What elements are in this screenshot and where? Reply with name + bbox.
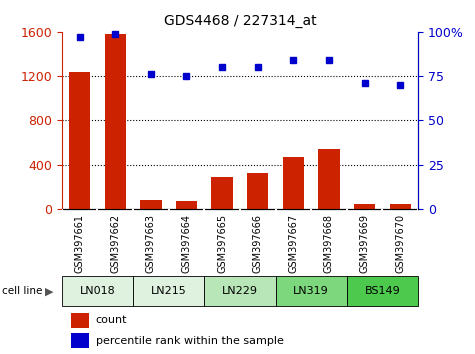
Text: GSM397670: GSM397670	[395, 214, 405, 273]
FancyBboxPatch shape	[204, 276, 276, 306]
Title: GDS4468 / 227314_at: GDS4468 / 227314_at	[163, 14, 316, 28]
FancyBboxPatch shape	[347, 276, 418, 306]
Bar	[247, 173, 268, 209]
Bar	[176, 201, 197, 209]
FancyBboxPatch shape	[276, 276, 347, 306]
Text: GSM397665: GSM397665	[217, 214, 227, 273]
Text: cell line: cell line	[2, 286, 43, 296]
Text: LN018: LN018	[79, 286, 115, 296]
FancyBboxPatch shape	[133, 276, 204, 306]
Text: LN215: LN215	[151, 286, 187, 296]
Bar	[140, 200, 162, 209]
Text: GSM397668: GSM397668	[324, 214, 334, 273]
Bar	[69, 72, 90, 209]
Bar	[390, 204, 411, 209]
Text: GSM397664: GSM397664	[181, 214, 191, 273]
Text: LN229: LN229	[222, 286, 258, 296]
Bar	[354, 205, 375, 209]
Text: GSM397666: GSM397666	[253, 214, 263, 273]
Bar	[104, 34, 126, 209]
Text: GSM397669: GSM397669	[360, 214, 370, 273]
Bar	[283, 157, 304, 209]
Bar	[71, 333, 88, 348]
Text: BS149: BS149	[364, 286, 400, 296]
Bar	[318, 149, 340, 209]
Text: GSM397663: GSM397663	[146, 214, 156, 273]
Text: LN319: LN319	[293, 286, 329, 296]
Text: GSM397661: GSM397661	[75, 214, 85, 273]
Text: percentile rank within the sample: percentile rank within the sample	[95, 336, 284, 346]
Text: GSM397667: GSM397667	[288, 214, 298, 273]
FancyBboxPatch shape	[62, 276, 133, 306]
Text: ▶: ▶	[45, 286, 54, 296]
Text: GSM397662: GSM397662	[110, 214, 120, 273]
Bar	[211, 177, 233, 209]
Bar	[71, 313, 88, 328]
Text: count: count	[95, 315, 127, 325]
